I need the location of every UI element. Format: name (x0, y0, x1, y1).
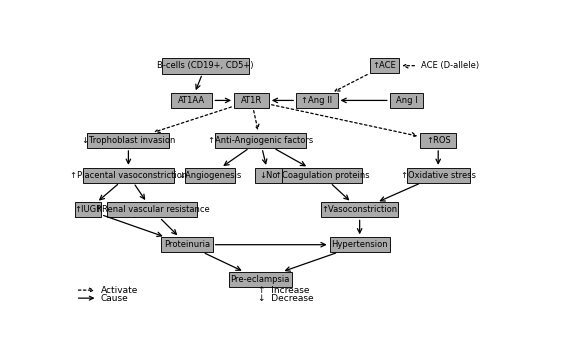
FancyBboxPatch shape (234, 93, 269, 108)
FancyBboxPatch shape (421, 133, 456, 148)
Text: B-cells (CD19+, CD5+): B-cells (CD19+, CD5+) (158, 61, 254, 70)
FancyBboxPatch shape (283, 168, 362, 183)
Text: ↑Anti-Angiogenic factors: ↑Anti-Angiogenic factors (208, 136, 313, 145)
Text: AT1R: AT1R (241, 96, 262, 105)
Text: Hypertension: Hypertension (332, 240, 388, 249)
Text: ↑Placental vasoconstriction: ↑Placental vasoconstriction (70, 171, 187, 180)
Text: Activate: Activate (101, 286, 138, 295)
Text: Cause: Cause (101, 294, 129, 303)
FancyBboxPatch shape (171, 93, 212, 108)
FancyBboxPatch shape (75, 203, 101, 218)
Text: ↑Oxidative stress: ↑Oxidative stress (401, 171, 476, 180)
FancyBboxPatch shape (329, 237, 390, 252)
Text: ↑IUGR: ↑IUGR (74, 205, 102, 214)
Text: ↓Angiogenesis: ↓Angiogenesis (178, 171, 242, 180)
Text: ↓No: ↓No (259, 171, 278, 180)
FancyBboxPatch shape (321, 203, 398, 218)
FancyBboxPatch shape (161, 237, 213, 252)
Text: ↓Trophoblast invasion: ↓Trophoblast invasion (82, 136, 175, 145)
Text: ↑  Increase: ↑ Increase (258, 286, 310, 295)
FancyBboxPatch shape (106, 203, 198, 218)
Text: ↓  Decrease: ↓ Decrease (258, 294, 314, 303)
FancyBboxPatch shape (83, 168, 174, 183)
FancyBboxPatch shape (87, 133, 169, 148)
FancyBboxPatch shape (406, 168, 470, 183)
Text: Proteinuria: Proteinuria (164, 240, 210, 249)
Text: ↑Coagulation proteins: ↑Coagulation proteins (275, 171, 369, 180)
FancyBboxPatch shape (370, 58, 399, 74)
Text: ↑ROS: ↑ROS (426, 136, 450, 145)
FancyBboxPatch shape (255, 168, 282, 183)
FancyBboxPatch shape (185, 168, 235, 183)
Text: Pre-eclampsia: Pre-eclampsia (230, 275, 290, 284)
FancyBboxPatch shape (215, 133, 306, 148)
Text: Ang I: Ang I (396, 96, 417, 105)
FancyBboxPatch shape (296, 93, 338, 108)
FancyBboxPatch shape (162, 58, 249, 74)
Text: ↑Renal vascular resistance: ↑Renal vascular resistance (95, 205, 209, 214)
Text: AT1AA: AT1AA (178, 96, 205, 105)
FancyBboxPatch shape (390, 93, 423, 108)
FancyBboxPatch shape (229, 272, 292, 287)
Text: ↑Vasoconstriction: ↑Vasoconstriction (321, 205, 397, 214)
Text: ACE (D-allele): ACE (D-allele) (421, 61, 479, 70)
Text: ↑ACE: ↑ACE (373, 61, 396, 70)
Text: ↑Ang II: ↑Ang II (301, 96, 333, 105)
